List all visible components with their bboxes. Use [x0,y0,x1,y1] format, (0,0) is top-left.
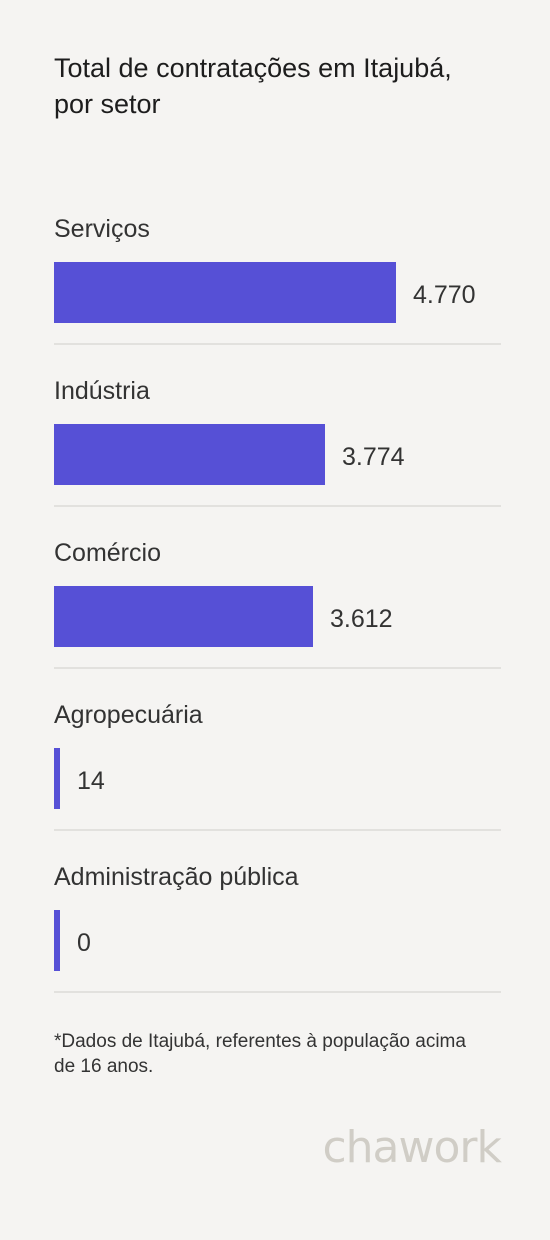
bar [54,748,60,809]
row-divider [54,505,501,507]
bar-row: Comércio 3.612 [54,524,501,686]
row-divider [54,991,501,993]
bar-chart: Serviços 4.770 Indústria 3.774 Comércio 3.612… [54,200,501,1010]
chart-title: Total de contratações em Itajubá, por se… [54,53,452,119]
chawork-logo: chawork [322,1122,502,1173]
value-label: 14 [77,767,105,795]
category-label: Administração pública [54,863,299,891]
row-divider [54,829,501,831]
row-divider [54,343,501,345]
row-divider [54,667,501,669]
bar-row: Indústria 3.774 [54,362,501,524]
value-label: 3.774 [342,443,405,471]
bar [54,424,325,485]
category-label: Indústria [54,377,150,405]
value-label: 3.612 [330,605,393,633]
bar [54,586,313,647]
bar-row: Agropecuária 14 [54,686,501,848]
bar [54,910,60,971]
footnote: *Dados de Itajubá, referentes à populaçã… [54,1031,466,1077]
bar-row: Serviços 4.770 [54,200,501,362]
category-label: Agropecuária [54,701,203,729]
value-label: 4.770 [413,281,476,309]
category-label: Comércio [54,539,161,567]
bar-row: Administração pública 0 [54,848,501,1010]
value-label: 0 [77,929,91,957]
bar [54,262,396,323]
category-label: Serviços [54,215,150,243]
